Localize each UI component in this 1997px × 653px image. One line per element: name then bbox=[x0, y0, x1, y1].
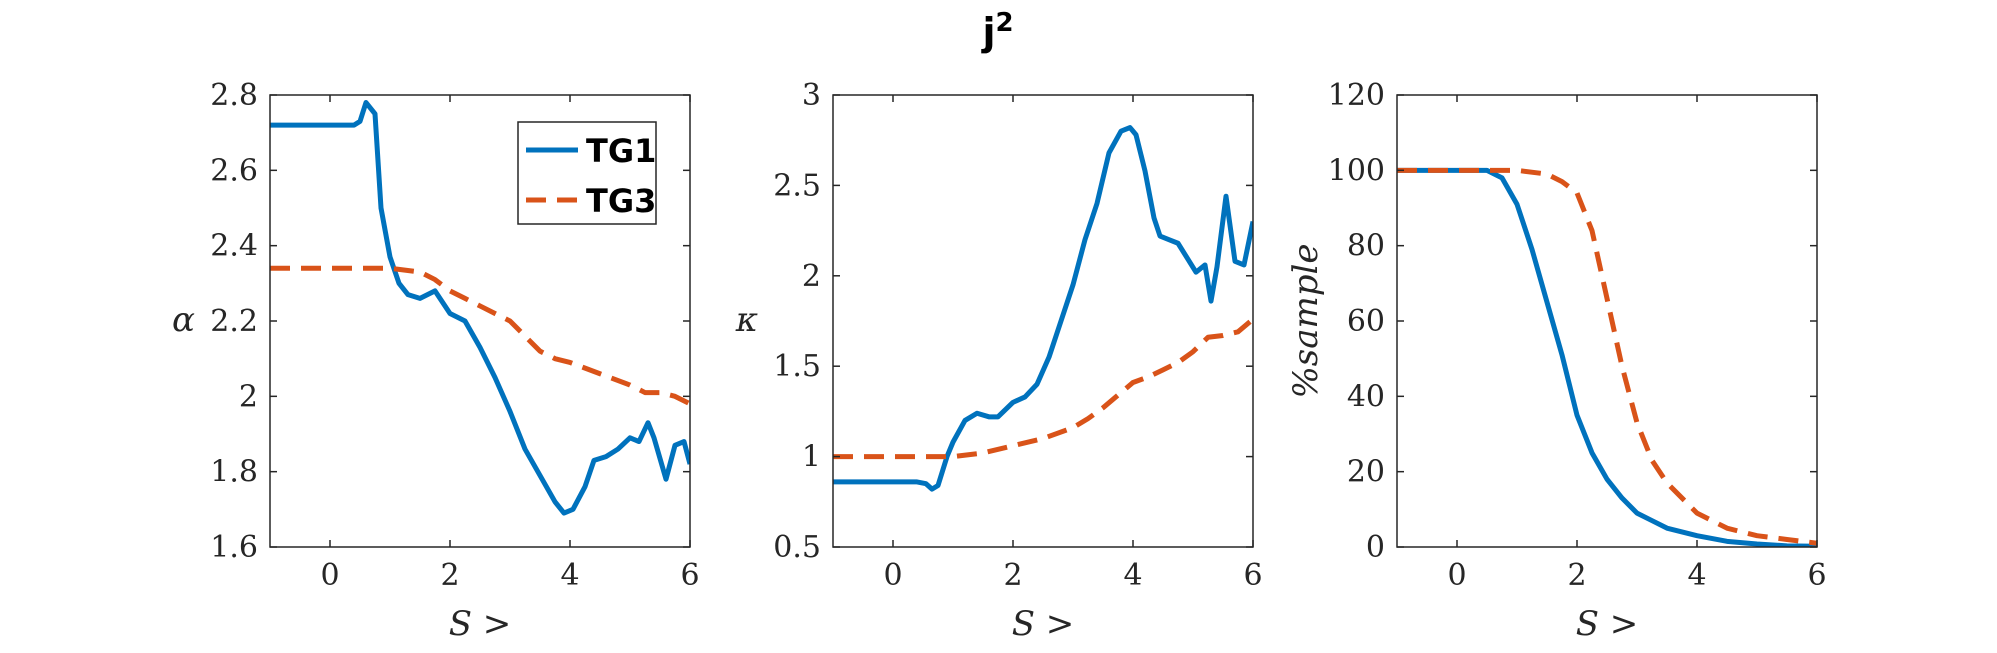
x-tick-label: 0 bbox=[883, 558, 902, 593]
x-axis-label: S > bbox=[1012, 604, 1075, 644]
figure-title-base: j bbox=[980, 10, 995, 54]
x-tick-label: 6 bbox=[1243, 558, 1262, 593]
y-tick-label: 80 bbox=[1347, 229, 1385, 264]
y-tick-label: 0.5 bbox=[773, 530, 821, 565]
x-tick-label: 4 bbox=[1123, 558, 1142, 593]
x-axis-label: S > bbox=[449, 604, 512, 644]
y-tick-label: 100 bbox=[1328, 153, 1385, 188]
y-tick-label: 1 bbox=[802, 440, 821, 475]
y-tick-label: 1.6 bbox=[210, 530, 258, 565]
plot-area bbox=[833, 95, 1253, 547]
y-tick-label: 60 bbox=[1347, 304, 1385, 339]
x-tick-label: 6 bbox=[680, 558, 699, 593]
y-axis-label: %sample bbox=[1286, 243, 1326, 398]
y-tick-label: 2.6 bbox=[210, 153, 258, 188]
y-tick-label: 0 bbox=[1366, 530, 1385, 565]
figure-title-superscript: 2 bbox=[995, 8, 1013, 38]
y-tick-label: 2.5 bbox=[773, 168, 821, 203]
series-line-tg3 bbox=[270, 265, 690, 407]
y-tick-label: 120 bbox=[1328, 78, 1385, 113]
x-tick-label: 0 bbox=[1447, 558, 1466, 593]
x-tick-label: 2 bbox=[1567, 558, 1586, 593]
figure-title: j2 bbox=[980, 8, 1013, 54]
x-tick-label: 4 bbox=[1687, 558, 1706, 593]
x-tick-label: 6 bbox=[1807, 558, 1826, 593]
y-axis-label: κ bbox=[735, 300, 758, 340]
y-tick-label: 2.4 bbox=[210, 229, 258, 264]
series-line-tg3 bbox=[833, 317, 1253, 460]
y-tick-label: 2 bbox=[239, 379, 258, 414]
series-line-tg1 bbox=[270, 100, 690, 516]
x-tick-label: 2 bbox=[1003, 558, 1022, 593]
y-axis-label: α bbox=[172, 300, 195, 340]
y-tick-label: 40 bbox=[1347, 379, 1385, 414]
x-tick-label: 2 bbox=[440, 558, 459, 593]
x-axis-label: S > bbox=[1576, 604, 1639, 644]
axes-box bbox=[832, 94, 1254, 548]
y-tick-label: 20 bbox=[1347, 455, 1385, 490]
series-line-tg1 bbox=[833, 125, 1253, 492]
y-tick-label: 2 bbox=[802, 259, 821, 294]
series-line-tg1 bbox=[1397, 167, 1817, 547]
legend-box bbox=[517, 121, 657, 225]
x-tick-label: 0 bbox=[320, 558, 339, 593]
y-tick-label: 3 bbox=[802, 78, 821, 113]
x-tick-label: 4 bbox=[560, 558, 579, 593]
legend-label-tg1: TG1 bbox=[586, 132, 656, 170]
y-tick-label: 2.2 bbox=[210, 304, 258, 339]
y-tick-label: 1.5 bbox=[773, 349, 821, 384]
series-line-tg3 bbox=[1397, 167, 1817, 546]
chart-panel-2: 0 2 4 6 0.5 1 1.5 2 2.5 3 S > κ bbox=[735, 78, 1263, 644]
legend-label-tg3: TG3 bbox=[586, 182, 656, 220]
y-tick-label: 2.8 bbox=[210, 78, 258, 113]
y-tick-label: 1.8 bbox=[210, 455, 258, 490]
